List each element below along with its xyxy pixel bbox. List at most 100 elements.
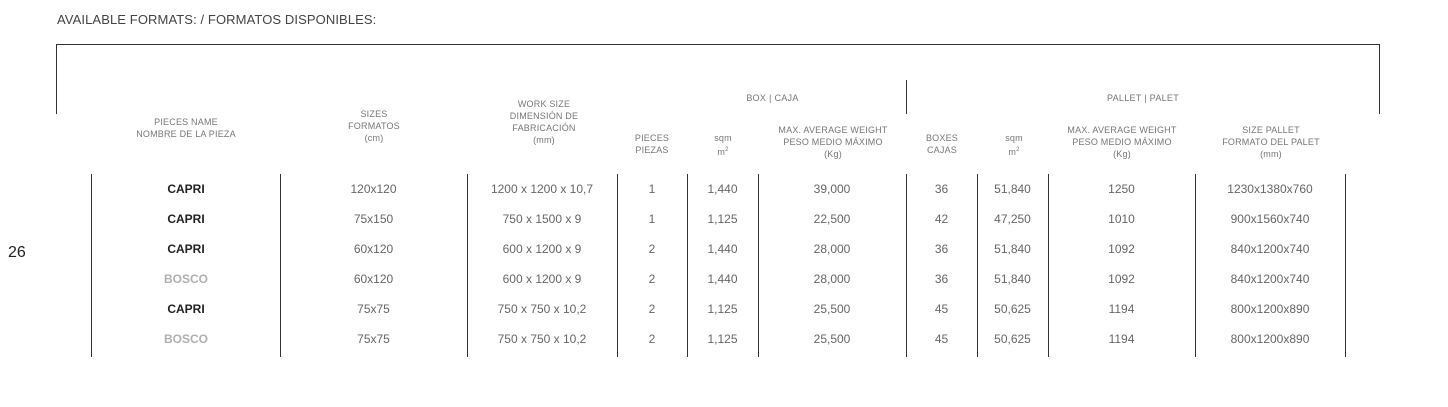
cell-pallet-weight: 1194 [1108,302,1135,316]
table-row: CAPRI 75x150 750 x 1500 x 9 1 1,125 22,5… [92,204,1345,234]
page-heading: AVAILABLE FORMATS: / FORMATOS DISPONIBLE… [57,12,377,27]
column-divider [758,174,759,357]
cell-box-sqm: 1,125 [707,302,738,316]
header-pallet-sqm: sqm m2 [978,132,1050,158]
cell-piece-name: BOSCO [163,272,208,286]
cell-boxes: 42 [934,212,949,226]
header-pieces: PIECES PIEZAS [618,132,686,156]
header-line: FORMATOS [348,121,400,131]
cell-pieces: 2 [648,332,656,346]
cell-boxes: 36 [934,182,949,196]
header-line: MAX. AVERAGE WEIGHT [778,125,888,135]
cell-pieces: 1 [648,212,656,226]
cell-size: 75x75 [357,302,390,316]
header-line: SIZE PALLET [1242,125,1300,135]
cell-work-size: 750 x 750 x 10,2 [497,332,587,346]
header-unit-exponent: 2 [725,147,729,153]
cell-pallet-sqm: 51,840 [994,182,1031,196]
cell-box-sqm: 1,440 [707,242,738,256]
cell-boxes: 45 [934,332,949,346]
header-line: (mm) [533,135,555,145]
cell-size-pallet: 1230x1380x760 [1227,182,1313,196]
header-size-pallet: SIZE PALLET FORMATO DEL PALET (mm) [1196,124,1346,160]
column-divider [1195,174,1196,357]
cell-size: 120x120 [350,182,397,196]
cell-size-pallet: 840x1200x740 [1230,272,1310,286]
group-divider [906,80,907,114]
cell-pallet-sqm: 51,840 [994,272,1031,286]
cell-work-size: 1200 x 1200 x 10,7 [490,182,594,196]
cell-box-weight: 25,500 [813,332,851,346]
cell-pallet-weight: 1250 [1108,182,1135,196]
header-box-sqm: sqm m2 [688,132,758,158]
header-pieces-name: PIECES NAME NOMBRE DE LA PIEZA [96,116,276,140]
cell-piece-name: CAPRI [167,302,205,316]
header-sizes: SIZES FORMATOS (cm) [300,108,448,144]
cell-pieces: 2 [648,272,656,286]
table-row: CAPRI 60x120 600 x 1200 x 9 2 1,440 28,0… [92,234,1345,264]
cell-box-weight: 39,000 [813,182,851,196]
header-line: PESO MEDIO MÁXIMO [1072,137,1172,147]
column-divider [1048,174,1049,357]
cell-pieces: 2 [648,242,656,256]
table-row: CAPRI 75x75 750 x 750 x 10,2 2 1,125 25,… [92,294,1345,324]
header-line: DIMENSIÓN DE [509,111,579,121]
cell-work-size: 750 x 750 x 10,2 [497,302,587,316]
table-row: CAPRI 120x120 1200 x 1200 x 10,7 1 1,440… [92,174,1345,204]
table-row: BOSCO 75x75 750 x 750 x 10,2 2 1,125 25,… [92,324,1345,354]
cell-box-weight: 28,000 [813,242,851,256]
cell-work-size: 600 x 1200 x 9 [502,242,582,256]
header-line: PESO MEDIO MÁXIMO [783,137,883,147]
cell-pallet-sqm: 51,840 [994,242,1031,256]
header-line: FORMATO DEL PALET [1222,137,1320,147]
header-line: (cm) [364,133,384,143]
header-line: PIECES NAME [154,117,218,127]
cell-size: 75x75 [357,332,390,346]
header-line: sqm [714,133,732,143]
page-number: 26 [8,244,26,261]
header-line: MAX. AVERAGE WEIGHT [1067,125,1177,135]
column-divider [1345,174,1346,357]
cell-size: 75x150 [353,212,394,226]
cell-box-sqm: 1,125 [707,212,738,226]
table-row: BOSCO 60x120 600 x 1200 x 9 2 1,440 28,0… [92,264,1345,294]
header-box-weight: MAX. AVERAGE WEIGHT PESO MEDIO MÁXIMO (K… [758,124,908,160]
cell-pieces: 2 [648,302,656,316]
cell-boxes: 45 [934,302,949,316]
cell-piece-name: BOSCO [163,332,208,346]
cell-pallet-sqm: 50,625 [994,332,1031,346]
header-line: (Kg) [824,149,842,159]
cell-pallet-sqm: 50,625 [994,302,1031,316]
cell-box-sqm: 1,440 [707,272,738,286]
cell-work-size: 750 x 1500 x 9 [502,212,582,226]
header-line: NOMBRE DE LA PIEZA [136,129,236,139]
header-line: m2 [688,144,758,158]
header-pallet-weight: MAX. AVERAGE WEIGHT PESO MEDIO MÁXIMO (K… [1048,124,1196,160]
cell-pallet-weight: 1194 [1108,332,1135,346]
header-line: m2 [978,144,1050,158]
cell-size: 60x120 [353,242,394,256]
column-divider [91,174,92,357]
cell-size-pallet: 800x1200x890 [1230,332,1310,346]
header-line: CAJAS [926,145,957,155]
cell-pallet-sqm: 47,250 [994,212,1031,226]
cell-size-pallet: 800x1200x890 [1230,302,1310,316]
cell-pallet-weight: 1092 [1108,242,1135,256]
header-line: BOXES [925,133,958,143]
cell-piece-name: CAPRI [167,182,205,196]
cell-box-weight: 22,500 [813,212,851,226]
cell-pallet-weight: 1010 [1108,212,1135,226]
cell-pallet-weight: 1092 [1108,272,1135,286]
box-group-label: BOX | CAJA [746,93,799,103]
cell-size-pallet: 900x1560x740 [1230,212,1310,226]
header-line: PIEZAS [635,145,669,155]
cell-boxes: 36 [934,242,949,256]
cell-boxes: 36 [934,272,949,286]
cell-box-sqm: 1,440 [707,182,738,196]
cell-box-weight: 25,500 [813,302,851,316]
cell-box-sqm: 1,125 [707,332,738,346]
header-line: (mm) [1260,149,1282,159]
cell-box-weight: 28,000 [813,272,851,286]
cell-piece-name: CAPRI [167,242,205,256]
header-line: WORK SIZE [517,99,571,109]
